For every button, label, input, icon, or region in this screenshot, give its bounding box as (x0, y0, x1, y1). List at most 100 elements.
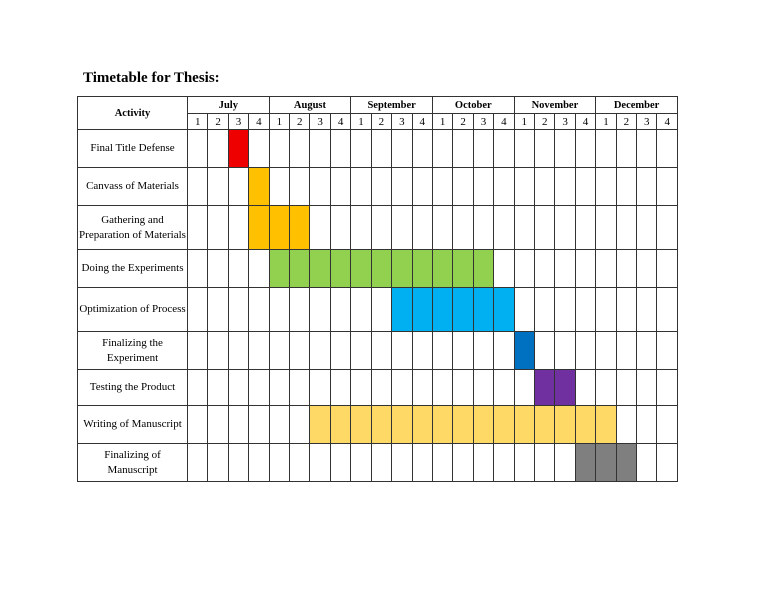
schedule-bar-cell (309, 405, 331, 444)
schedule-empty-cell (472, 129, 495, 168)
activity-label: Optimization of Process (77, 287, 188, 332)
schedule-empty-cell (350, 443, 372, 482)
week-number: 4 (493, 113, 515, 130)
schedule-empty-cell (574, 287, 597, 332)
schedule-empty-cell (513, 443, 536, 482)
schedule-bar-cell (248, 167, 270, 206)
week-number: 2 (289, 113, 311, 130)
schedule-empty-cell (411, 443, 433, 482)
schedule-empty-cell (554, 331, 576, 370)
schedule-empty-cell (513, 129, 536, 168)
activity-row: Doing the Experiments (77, 249, 678, 288)
schedule-empty-cell (329, 129, 352, 168)
activity-row: Canvass of Materials (77, 167, 678, 206)
schedule-empty-cell (431, 443, 454, 482)
schedule-empty-cell (493, 205, 515, 250)
week-number: 3 (309, 113, 331, 130)
activity-row: Final Title Defense (77, 129, 678, 168)
schedule-empty-cell (533, 443, 556, 482)
schedule-bar-cell (513, 331, 536, 370)
schedule-empty-cell (207, 287, 229, 332)
schedule-empty-cell (533, 129, 556, 168)
schedule-empty-cell (493, 167, 515, 206)
schedule-empty-cell (268, 405, 291, 444)
schedule-empty-cell (289, 405, 311, 444)
schedule-empty-cell (207, 249, 229, 288)
week-number: 4 (656, 113, 678, 130)
schedule-empty-cell (391, 369, 413, 406)
schedule-empty-cell (574, 205, 597, 250)
schedule-empty-cell (227, 287, 250, 332)
schedule-empty-cell (411, 205, 433, 250)
schedule-empty-cell (309, 205, 331, 250)
schedule-empty-cell (268, 129, 291, 168)
schedule-empty-cell (268, 369, 291, 406)
schedule-empty-cell (289, 331, 311, 370)
schedule-empty-cell (329, 205, 352, 250)
schedule-bar-cell (574, 443, 597, 482)
schedule-bar-cell (554, 405, 576, 444)
schedule-bar-cell (370, 405, 393, 444)
schedule-bar-cell (391, 287, 413, 332)
schedule-bar-cell (431, 249, 454, 288)
schedule-empty-cell (452, 205, 474, 250)
schedule-empty-cell (248, 405, 270, 444)
schedule-empty-cell (636, 129, 658, 168)
schedule-empty-cell (656, 331, 678, 370)
schedule-empty-cell (513, 205, 536, 250)
schedule-empty-cell (493, 369, 515, 406)
schedule-empty-cell (207, 369, 229, 406)
schedule-empty-cell (574, 129, 597, 168)
week-number: 4 (574, 113, 597, 130)
schedule-empty-cell (636, 287, 658, 332)
schedule-empty-cell (452, 443, 474, 482)
schedule-empty-cell (636, 167, 658, 206)
schedule-empty-cell (513, 369, 536, 406)
schedule-empty-cell (533, 287, 556, 332)
schedule-empty-cell (289, 443, 311, 482)
week-number: 2 (207, 113, 229, 130)
schedule-empty-cell (411, 369, 433, 406)
schedule-empty-cell (268, 443, 291, 482)
timetable: Activity July August September October Novemb… (77, 96, 678, 482)
schedule-empty-cell (615, 167, 638, 206)
week-number: 1 (186, 113, 209, 130)
activity-label: Finalizing of Manuscript (77, 443, 188, 482)
schedule-bar-cell (595, 443, 617, 482)
week-number: 4 (411, 113, 433, 130)
schedule-empty-cell (636, 331, 658, 370)
schedule-empty-cell (656, 443, 678, 482)
schedule-empty-cell (431, 129, 454, 168)
month-header-december: December (595, 96, 678, 114)
schedule-empty-cell (227, 369, 250, 406)
schedule-bar-cell (431, 405, 454, 444)
schedule-empty-cell (656, 287, 678, 332)
schedule-empty-cell (452, 331, 474, 370)
week-number: 2 (615, 113, 638, 130)
schedule-empty-cell (615, 205, 638, 250)
schedule-empty-cell (186, 129, 209, 168)
week-number: 2 (370, 113, 393, 130)
month-header-october: October (431, 96, 515, 114)
schedule-empty-cell (615, 369, 638, 406)
week-number: 3 (227, 113, 250, 130)
schedule-empty-cell (595, 167, 617, 206)
schedule-empty-cell (186, 205, 209, 250)
schedule-empty-cell (636, 369, 658, 406)
schedule-empty-cell (207, 405, 229, 444)
schedule-empty-cell (513, 287, 536, 332)
schedule-empty-cell (615, 129, 638, 168)
week-number: 1 (431, 113, 454, 130)
schedule-empty-cell (636, 249, 658, 288)
schedule-empty-cell (533, 205, 556, 250)
schedule-empty-cell (452, 369, 474, 406)
activity-row: Writing of Manuscript (77, 405, 678, 444)
schedule-bar-cell (574, 405, 597, 444)
activity-row: Finalizing the Experiment (77, 331, 678, 370)
week-number: 2 (533, 113, 556, 130)
schedule-empty-cell (554, 129, 576, 168)
schedule-empty-cell (289, 369, 311, 406)
schedule-empty-cell (615, 249, 638, 288)
schedule-empty-cell (350, 331, 372, 370)
schedule-empty-cell (207, 443, 229, 482)
